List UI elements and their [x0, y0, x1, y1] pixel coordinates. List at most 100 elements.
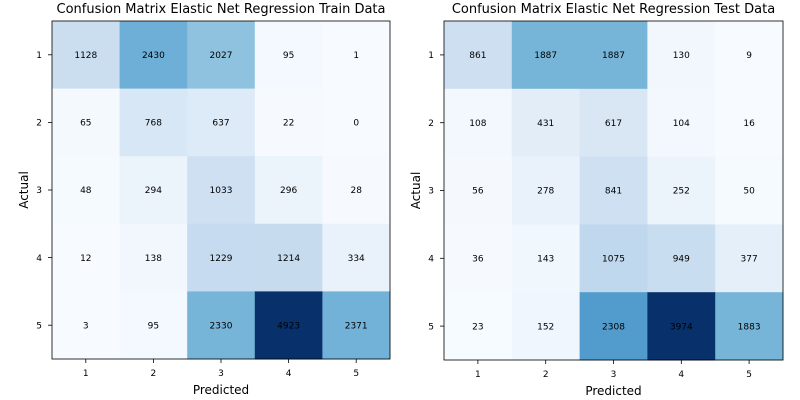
train-cell-label-r4-c4: 1214 — [277, 254, 300, 264]
test-cell-label-r4-c2: 143 — [537, 255, 554, 265]
train-cell-r3-c4 — [254, 156, 323, 225]
test-cell-label-r1-c2: 1887 — [534, 51, 557, 61]
train-cell-r5-c3 — [187, 291, 256, 360]
train-cell-label-r3-c1: 48 — [80, 186, 92, 196]
test-cell-r5-c4 — [647, 292, 716, 361]
test-ytick-label-5: 5 — [428, 322, 434, 332]
test-cell-label-r1-c3: 1887 — [602, 51, 625, 61]
train-cell-label-r2-c4: 22 — [283, 119, 294, 129]
train-cell-r3-c5 — [322, 156, 391, 225]
test-cell-r5-c5 — [715, 292, 784, 361]
train-cell-label-r1-c4: 95 — [283, 51, 294, 61]
test-cell-r1-c2 — [511, 21, 581, 90]
train-heatmap: Confusion Matrix Elastic Net Regression … — [17, 2, 391, 397]
train-cell-r1-c3 — [187, 21, 256, 90]
train-cell-r2-c5 — [322, 88, 391, 157]
train-cell-r2-c2 — [119, 88, 188, 157]
train-ytick-label-4: 4 — [36, 254, 42, 264]
train-cell-label-r1-c3: 2027 — [210, 51, 233, 61]
train-cell-label-r2-c2: 768 — [145, 119, 162, 129]
train-cell-r3-c3 — [187, 156, 256, 225]
train-cell-r3-c1 — [52, 156, 121, 225]
test-cell-r2-c1 — [444, 88, 513, 158]
test-cell-r1-c3 — [579, 21, 648, 90]
test-cell-r1-c5 — [715, 21, 784, 90]
train-cell-r4-c1 — [52, 223, 121, 292]
test-cell-label-r1-c5: 9 — [746, 51, 752, 61]
train-ylabel: Actual — [17, 171, 31, 209]
test-cell-label-r2-c4: 104 — [673, 119, 690, 129]
train-cell-r4-c5 — [322, 223, 391, 292]
test-cell-label-r2-c5: 16 — [743, 119, 755, 129]
test-cell-r3-c5 — [715, 156, 784, 225]
train-cell-label-r5-c5: 2371 — [345, 321, 368, 331]
test-cell-label-r4-c3: 1075 — [602, 255, 625, 265]
train-xtick-label-4: 4 — [286, 369, 292, 379]
train-ytick-label-5: 5 — [36, 321, 42, 331]
train-cell-r1-c5 — [322, 21, 391, 90]
test-xlabel: Predicted — [585, 384, 641, 398]
train-cell-r2-c1 — [52, 88, 121, 157]
train-ytick-label-2: 2 — [36, 119, 42, 129]
test-cell-r5-c3 — [579, 292, 648, 361]
test-cell-r3-c4 — [647, 156, 716, 225]
test-ylabel: Actual — [409, 172, 423, 210]
test-cell-r4-c5 — [715, 224, 784, 293]
train-cell-label-r1-c1: 1128 — [74, 51, 97, 61]
train-xtick-label-3: 3 — [218, 369, 224, 379]
train-cell-label-r3-c2: 294 — [145, 186, 162, 196]
test-cell-r2-c2 — [511, 88, 581, 158]
train-cell-label-r5-c1: 3 — [83, 321, 89, 331]
test-cell-label-r3-c4: 252 — [673, 187, 690, 197]
test-cell-r4-c4 — [647, 224, 716, 293]
test-cell-r4-c1 — [444, 224, 513, 293]
train-title: Confusion Matrix Elastic Net Regression … — [57, 2, 386, 17]
test-heatmap: Confusion Matrix Elastic Net Regression … — [409, 2, 784, 398]
test-cell-label-r4-c1: 36 — [472, 255, 484, 265]
train-cell-r1-c1 — [52, 21, 121, 90]
train-cell-label-r2-c1: 65 — [80, 119, 91, 129]
train-cell-r1-c4 — [254, 21, 323, 90]
test-xtick-label-2: 2 — [543, 370, 549, 380]
train-cell-label-r1-c5: 1 — [353, 51, 359, 61]
train-cell-label-r4-c3: 1229 — [210, 254, 233, 264]
test-cell-r2-c5 — [715, 88, 784, 158]
test-cell-label-r5-c1: 23 — [472, 322, 483, 332]
train-cell-r5-c4 — [254, 291, 323, 360]
test-cell-r3-c2 — [511, 156, 581, 225]
test-cell-r5-c2 — [511, 292, 581, 361]
train-cell-r1-c2 — [119, 21, 188, 90]
test-xtick-label-1: 1 — [475, 370, 481, 380]
test-cell-label-r4-c5: 377 — [741, 255, 758, 265]
train-ytick-label-3: 3 — [36, 186, 42, 196]
train-cell-r3-c2 — [119, 156, 188, 225]
test-cell-r2-c3 — [579, 88, 648, 158]
train-cell-r5-c5 — [322, 291, 391, 360]
train-cell-r4-c3 — [187, 223, 256, 292]
test-cell-label-r5-c4: 3974 — [670, 322, 693, 332]
test-cell-label-r5-c5: 1883 — [738, 322, 761, 332]
train-cell-label-r3-c5: 28 — [350, 186, 362, 196]
test-cell-label-r3-c3: 841 — [605, 187, 622, 197]
train-cell-label-r4-c1: 12 — [80, 254, 91, 264]
train-ytick-label-1: 1 — [36, 51, 42, 61]
test-xtick-label-4: 4 — [678, 370, 684, 380]
test-cell-r5-c1 — [444, 292, 513, 361]
train-xtick-label-2: 2 — [151, 369, 157, 379]
test-cell-label-r4-c4: 949 — [673, 255, 690, 265]
test-title: Confusion Matrix Elastic Net Regression … — [452, 2, 775, 17]
test-cell-r3-c3 — [579, 156, 648, 225]
test-xtick-label-3: 3 — [611, 370, 617, 380]
test-cell-label-r1-c1: 861 — [469, 51, 486, 61]
train-cell-r5-c2 — [119, 291, 188, 360]
train-cell-r5-c1 — [52, 291, 121, 360]
test-cell-label-r3-c5: 50 — [743, 187, 755, 197]
test-cell-label-r2-c2: 431 — [537, 119, 554, 129]
train-cell-label-r5-c2: 95 — [148, 321, 159, 331]
train-cell-r2-c3 — [187, 88, 256, 157]
train-cell-label-r3-c3: 1033 — [210, 186, 233, 196]
test-cell-r1-c1 — [444, 21, 513, 90]
test-cell-r4-c2 — [511, 224, 581, 293]
test-xtick-label-5: 5 — [746, 370, 752, 380]
